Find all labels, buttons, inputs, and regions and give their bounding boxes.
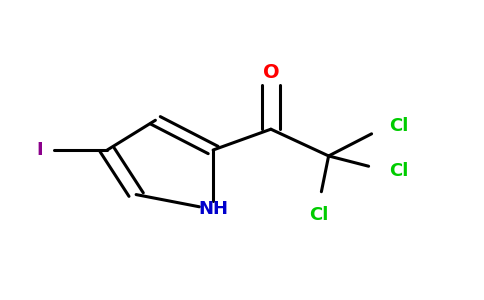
Text: Cl: Cl bbox=[389, 117, 408, 135]
Text: Cl: Cl bbox=[309, 206, 329, 224]
Text: I: I bbox=[37, 141, 43, 159]
Text: NH: NH bbox=[198, 200, 228, 218]
Text: Cl: Cl bbox=[389, 162, 408, 180]
Text: O: O bbox=[262, 63, 279, 82]
